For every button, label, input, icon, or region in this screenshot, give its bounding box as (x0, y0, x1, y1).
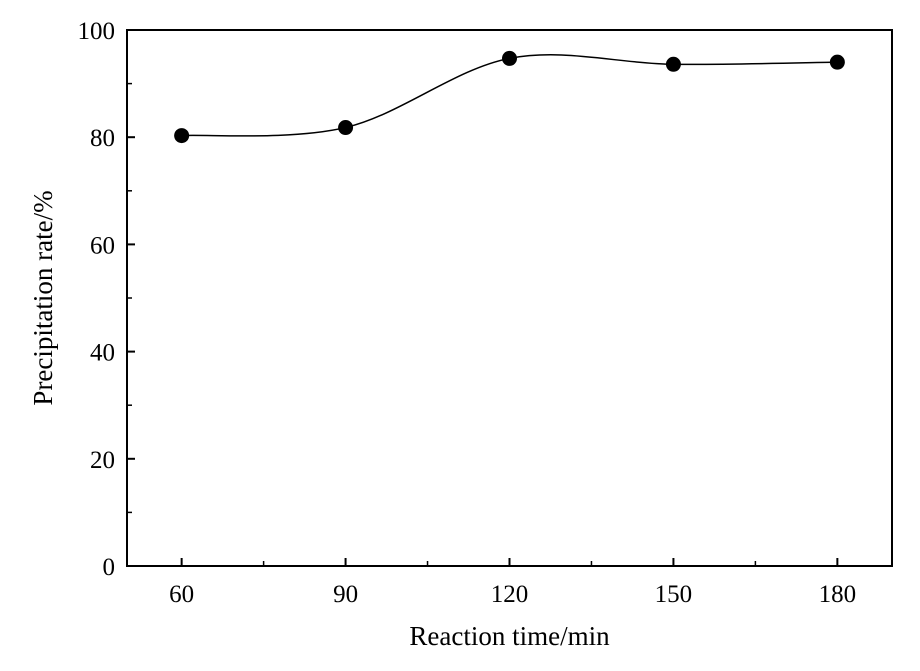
x-tick-label: 150 (655, 581, 693, 608)
data-point (338, 120, 354, 136)
y-tick-label: 20 (90, 447, 115, 474)
y-axis-ticks: 0 20 40 60 80 100 (78, 18, 135, 581)
y-tick-label: 0 (103, 554, 116, 581)
y-tick-label: 80 (90, 125, 115, 152)
y-tick-label: 60 (90, 232, 115, 259)
y-axis-label: Precipitation rate/% (28, 190, 58, 405)
y-tick-label: 100 (78, 18, 116, 45)
data-point (502, 50, 517, 66)
y-tick-label: 40 (90, 340, 115, 367)
data-point (829, 54, 845, 70)
data-points (174, 50, 845, 144)
series-line (181, 54, 838, 137)
x-tick-label: 60 (169, 581, 194, 608)
data-point (665, 56, 681, 72)
x-axis-ticks: 60 90 120 150 180 (169, 558, 856, 608)
x-axis-label: Reaction time/min (409, 621, 610, 651)
plot-frame (126, 29, 893, 567)
x-tick-label: 90 (333, 581, 358, 608)
data-point (174, 128, 190, 144)
x-tick-label: 180 (819, 581, 857, 608)
x-tick-label: 120 (491, 581, 529, 608)
